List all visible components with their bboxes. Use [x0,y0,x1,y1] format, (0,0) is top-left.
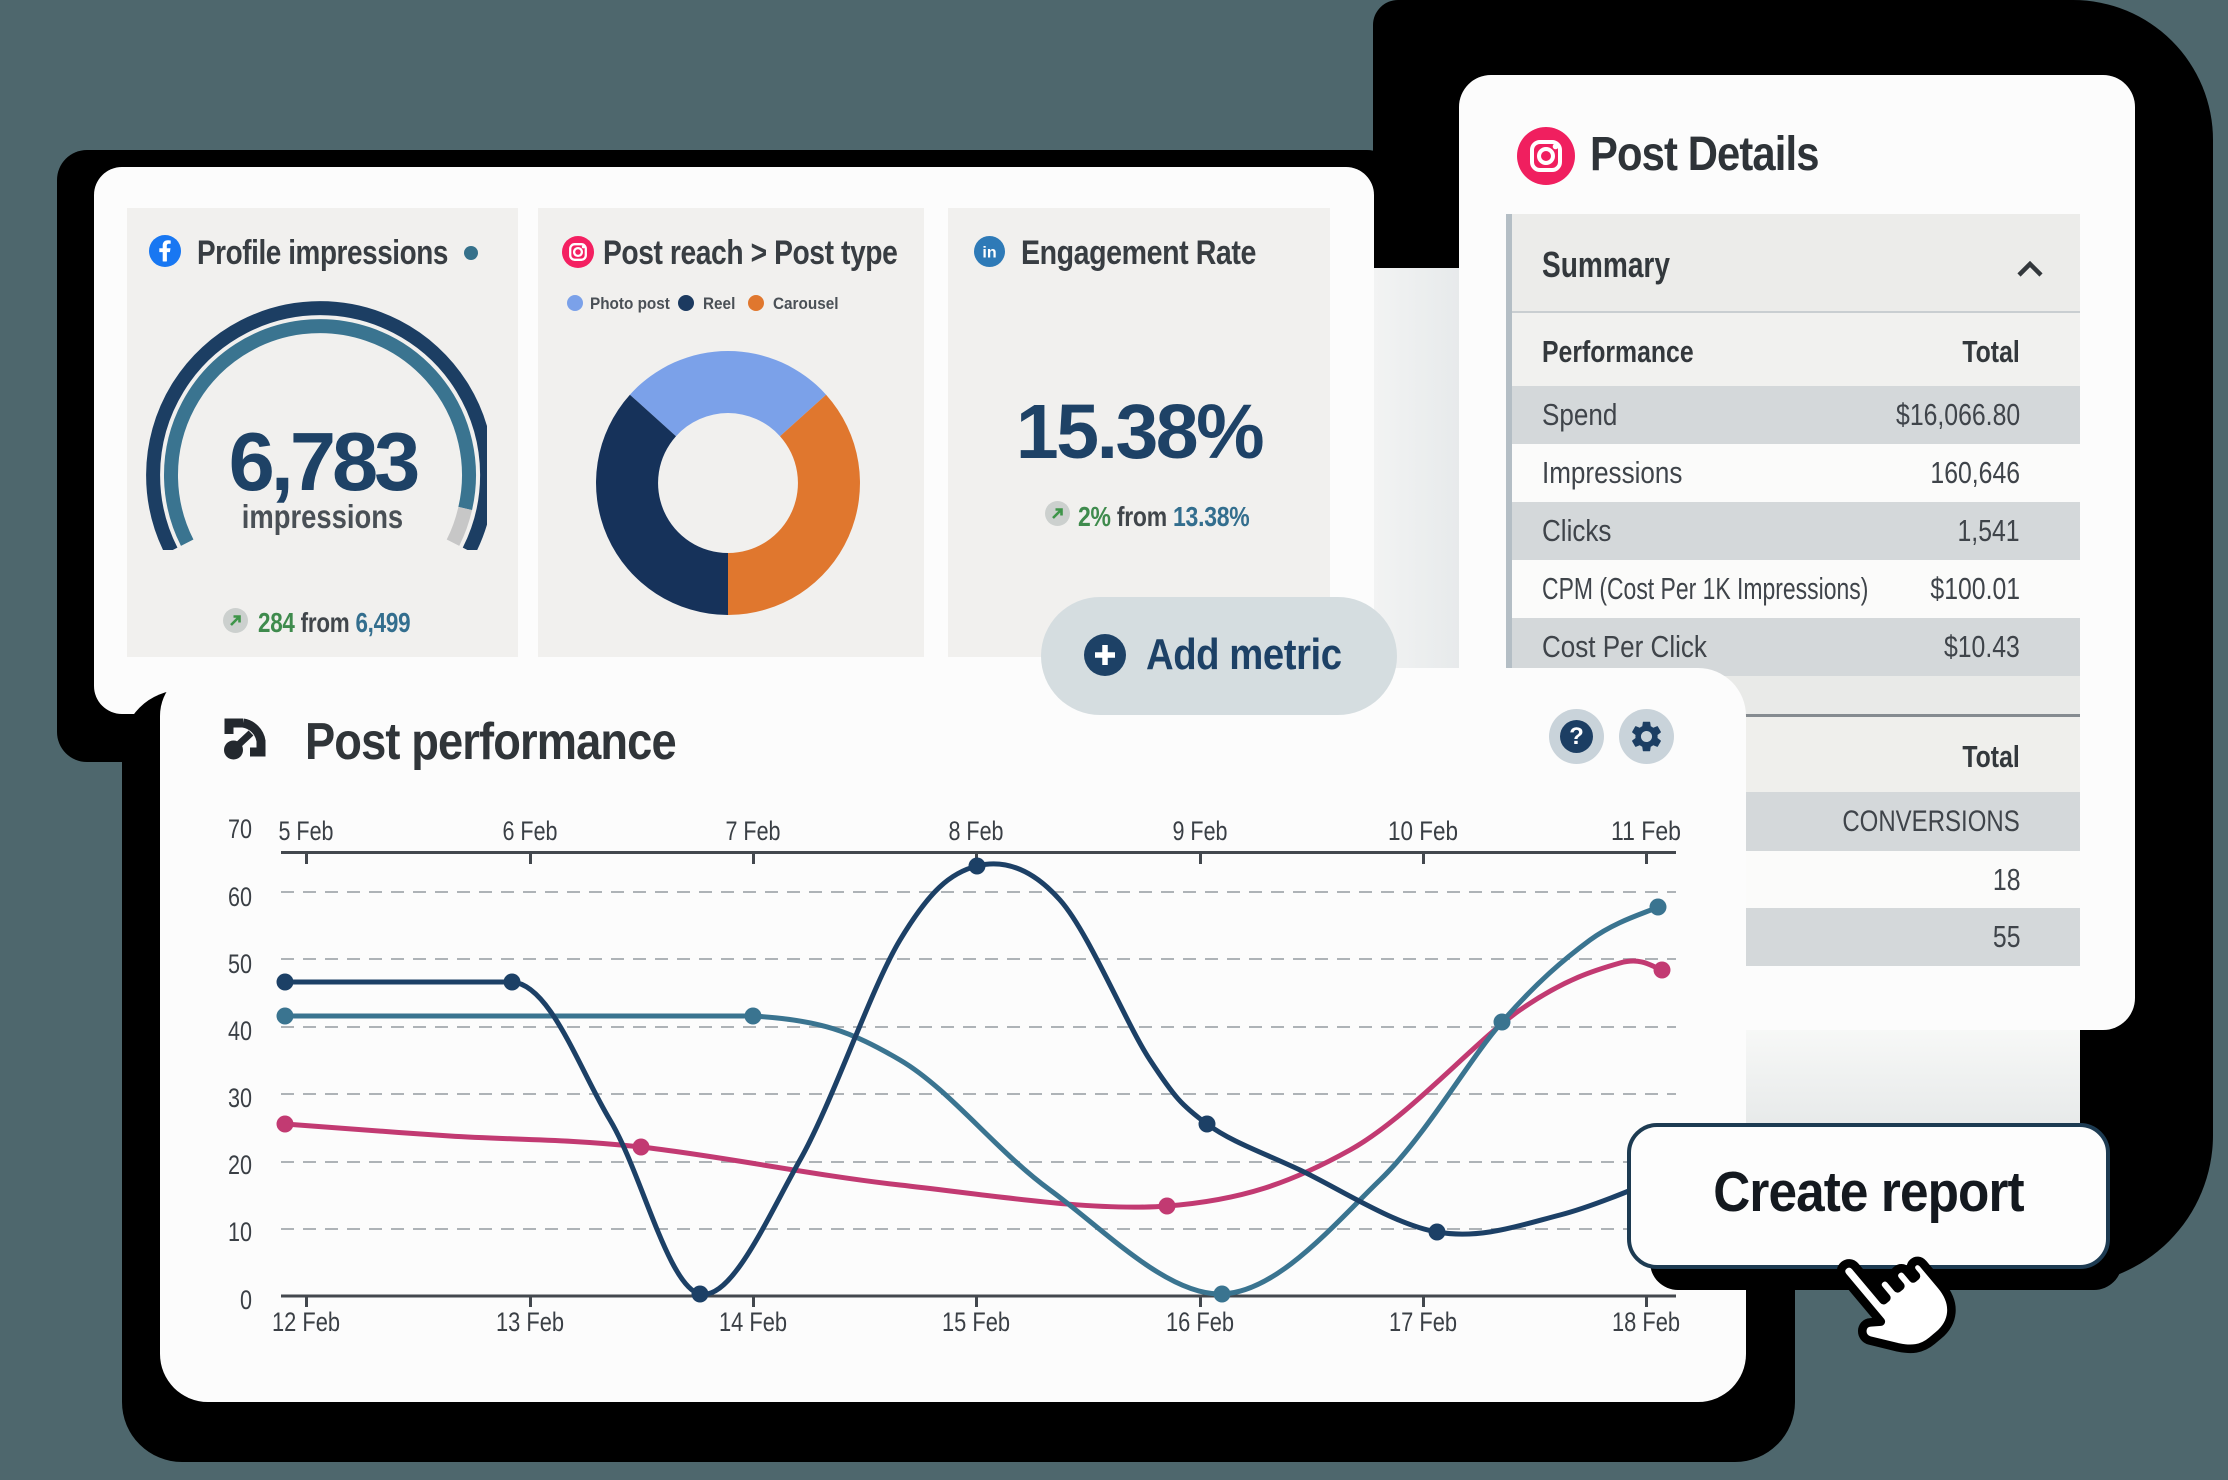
svg-text:9 Feb: 9 Feb [1173,816,1228,846]
svg-text:16 Feb: 16 Feb [1166,1307,1234,1337]
svg-text:18 Feb: 18 Feb [1612,1307,1680,1337]
svg-text:10 Feb: 10 Feb [1388,816,1458,846]
svg-text:6 Feb: 6 Feb [503,816,558,846]
svg-text:7 Feb: 7 Feb [726,816,781,846]
svg-text:13 Feb: 13 Feb [496,1307,564,1337]
svg-text:14 Feb: 14 Feb [719,1307,787,1337]
svg-text:40: 40 [228,1016,252,1046]
svg-text:12 Feb: 12 Feb [272,1307,340,1337]
svg-text:5 Feb: 5 Feb [279,816,334,846]
svg-text:in: in [982,245,996,262]
svg-text:70: 70 [228,814,252,844]
svg-text:8 Feb: 8 Feb [949,816,1004,846]
svg-text:15 Feb: 15 Feb [942,1307,1010,1337]
svg-text:50: 50 [228,949,252,979]
svg-text:11 Feb: 11 Feb [1611,816,1681,846]
svg-text:30: 30 [228,1083,252,1113]
svg-text:60: 60 [228,882,252,912]
svg-text:20: 20 [228,1150,252,1180]
svg-text:0: 0 [240,1285,252,1315]
svg-text:17 Feb: 17 Feb [1389,1307,1457,1337]
svg-text:10: 10 [228,1217,252,1247]
